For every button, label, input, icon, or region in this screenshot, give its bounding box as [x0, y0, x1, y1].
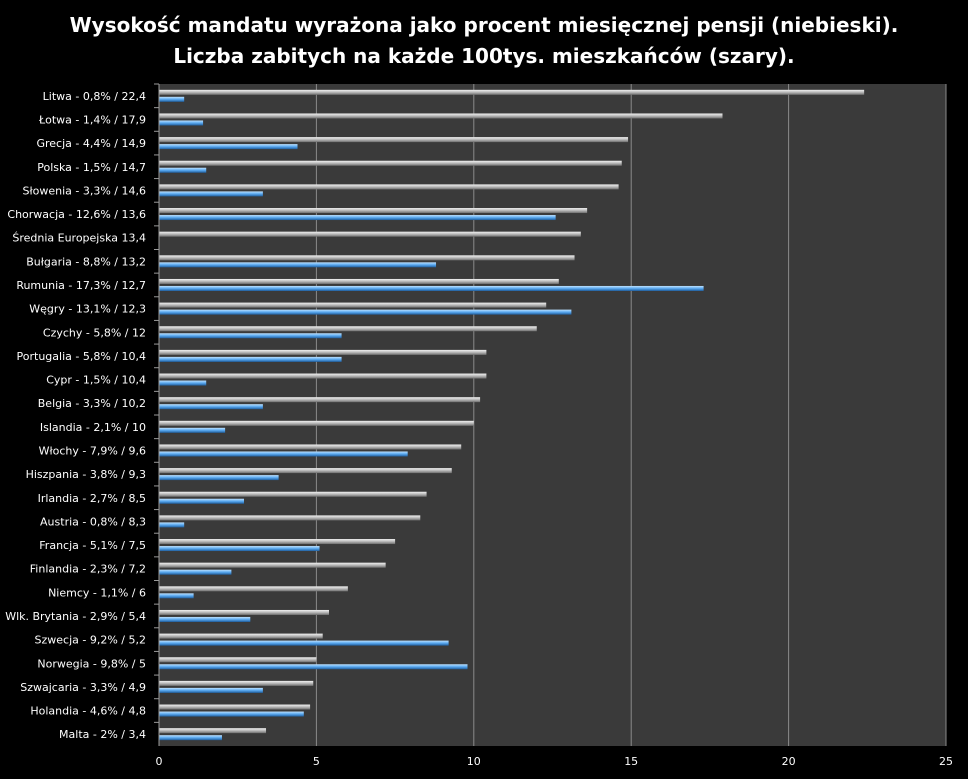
category-label: Francja - 5,1% / 7,5	[39, 539, 146, 552]
category-label: Grecja - 4,4% / 14,9	[36, 137, 146, 150]
category-label: Malta - 2% / 3,4	[59, 728, 146, 741]
fine-bar	[159, 664, 468, 670]
deaths-bar	[159, 208, 588, 214]
category-label: Słowenia - 3,3% / 14,6	[23, 184, 146, 197]
deaths-bar	[159, 562, 386, 568]
category-label: Finlandia - 2,3% / 7,2	[30, 563, 146, 576]
category-label: Bułgaria - 8,8% / 13,2	[26, 255, 146, 268]
deaths-bar	[159, 704, 311, 710]
fine-bar	[159, 191, 263, 197]
x-tick-label: 20	[782, 755, 796, 768]
fine-bar	[159, 333, 342, 339]
fine-bar	[159, 285, 704, 291]
plot-area	[159, 84, 946, 746]
chart-title-line-1: Wysokość mandatu wyrażona jako procent m…	[69, 13, 899, 37]
x-tick-label: 25	[939, 755, 953, 768]
deaths-bar	[159, 137, 629, 143]
x-tick-label: 5	[313, 755, 320, 768]
deaths-bar	[159, 349, 487, 355]
deaths-bar	[159, 184, 619, 190]
fine-bar	[159, 640, 449, 646]
category-label: Irlandia - 2,7% / 8,5	[38, 492, 146, 505]
deaths-bar	[159, 278, 559, 284]
deaths-bar	[159, 680, 314, 686]
deaths-bar	[159, 539, 396, 545]
chart-title-line-2: Liczba zabitych na każde 100tys. mieszka…	[173, 44, 795, 68]
fine-bar	[159, 380, 207, 386]
fine-bar	[159, 309, 572, 315]
category-label: Łotwa - 1,4% / 17,9	[38, 113, 146, 126]
category-label: Rumunia - 17,3% / 12,7	[16, 279, 146, 292]
category-label: Islandia - 2,1% / 10	[40, 421, 146, 434]
x-tick-label: 10	[467, 755, 481, 768]
fine-bar	[159, 427, 226, 433]
fine-bar	[159, 711, 304, 717]
fine-bar	[159, 144, 298, 150]
fine-bar	[159, 451, 408, 457]
deaths-bar	[159, 89, 865, 95]
category-label: Austria - 0,8% / 8,3	[40, 515, 146, 528]
deaths-bar	[159, 468, 452, 474]
deaths-bar	[159, 160, 622, 166]
category-label: Polska - 1,5% / 14,7	[37, 161, 146, 174]
deaths-bar	[159, 113, 723, 119]
category-label: Niemcy - 1,1% / 6	[48, 586, 146, 599]
fine-bar	[159, 735, 222, 741]
fine-bar	[159, 498, 244, 504]
category-label: Portugalia - 5,8% / 10,4	[17, 350, 146, 363]
deaths-bar	[159, 444, 462, 450]
category-label: Szwajcaria - 3,3% / 4,9	[20, 681, 146, 694]
deaths-bar	[159, 633, 323, 639]
deaths-bar	[159, 397, 481, 403]
fine-bar	[159, 96, 185, 102]
deaths-bar	[159, 657, 317, 663]
category-label: Holandia - 4,6% / 4,8	[30, 705, 146, 718]
category-label: Włochy - 7,9% / 9,6	[39, 444, 146, 457]
gridlines	[315, 84, 947, 746]
deaths-bar	[159, 420, 474, 426]
deaths-bar	[159, 373, 487, 379]
deaths-bar	[159, 586, 348, 592]
deaths-bar	[159, 515, 421, 521]
fine-bar	[159, 475, 279, 481]
fine-bar	[159, 215, 556, 221]
fine-bar	[159, 120, 204, 126]
fine-bar	[159, 546, 320, 552]
x-axis-ticks: 0 5 10 15 20 25	[156, 755, 954, 768]
x-tick-label: 0	[156, 755, 163, 768]
x-tick-label: 15	[624, 755, 638, 768]
fine-bar	[159, 262, 437, 268]
deaths-bar	[159, 326, 537, 332]
deaths-bar	[159, 302, 547, 308]
category-label: Czychy - 5,8% / 12	[43, 326, 146, 339]
deaths-bar	[159, 491, 427, 497]
deaths-bar	[159, 255, 575, 261]
fine-bar	[159, 616, 251, 622]
category-label: Chorwacja - 12,6% / 13,6	[7, 208, 146, 221]
fine-bar	[159, 522, 185, 528]
deaths-bar	[159, 728, 267, 734]
category-label: Wlk. Brytania - 2,9% / 5,4	[5, 610, 146, 623]
category-label: Cypr - 1,5% / 10,4	[46, 374, 146, 387]
category-label: Norwegia - 9,8% / 5	[37, 657, 146, 670]
category-label: Szwecja - 9,2% / 5,2	[35, 634, 146, 647]
fine-bar	[159, 404, 263, 410]
deaths-bar	[159, 609, 329, 615]
fine-bar	[159, 687, 263, 693]
fine-bar	[159, 569, 232, 575]
fine-bar	[159, 167, 207, 173]
deaths-bar	[159, 231, 581, 237]
fine-bar	[159, 593, 194, 599]
category-label: Węgry - 13,1% / 12,3	[29, 303, 146, 316]
category-labels: Litwa - 0,8% / 22,4 Łotwa - 1,4% / 17,9 Gr…	[5, 83, 159, 741]
category-label: Belgia - 3,3% / 10,2	[38, 397, 146, 410]
category-label: Litwa - 0,8% / 22,4	[43, 90, 146, 103]
category-label: Hiszpania - 3,8% / 9,3	[26, 468, 146, 481]
fine-bar	[159, 356, 342, 362]
category-label: Średnia Europejska 13,4	[12, 232, 146, 245]
bars-group	[159, 89, 865, 741]
